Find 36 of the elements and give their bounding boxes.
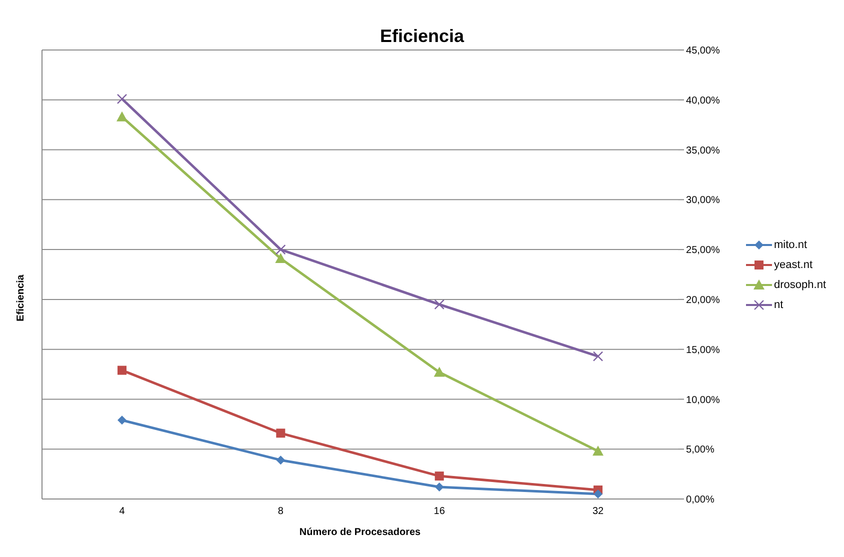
point [276,244,286,255]
point [594,490,603,499]
point [592,446,604,456]
y-tick-label: 25,00% [686,245,720,256]
point [434,299,444,310]
point [276,456,286,465]
y-tick-label: 35,00% [686,145,720,156]
y-tick-label: 45,00% [686,46,720,57]
point [434,482,444,492]
y-tick-label: 40,00% [686,95,720,106]
point [116,94,128,104]
legend-label: mito.nt [774,238,808,250]
x-tick-label: 4 [119,506,126,518]
y-tick-label: 5,00% [686,444,714,456]
x-tick-label: 16 [434,506,446,518]
point [118,416,126,425]
point [276,428,286,438]
legend-label: drosoph.nt [774,278,826,290]
point [434,472,444,481]
x-axis-title: Número de Procesadores [299,527,422,538]
point [275,253,286,264]
y-tick-label: 30,00% [686,195,720,206]
x-tick-label: 8 [278,506,284,518]
point [592,351,604,362]
point [434,366,445,377]
legend-label: nt [774,298,784,310]
y-axis-title: Eficiencia [16,274,26,322]
y-tick-label: 0,00% [686,494,714,506]
x-tick-label: 32 [592,506,604,518]
y-tick-label: 15,00% [686,344,720,356]
point [116,111,128,122]
legend-label: yeast.nt [774,258,813,270]
chart-title: Eficiencia [378,26,466,47]
y-tick-label: 20,00% [686,294,720,306]
point [118,366,126,375]
y-tick-label: 10,00% [686,394,720,406]
